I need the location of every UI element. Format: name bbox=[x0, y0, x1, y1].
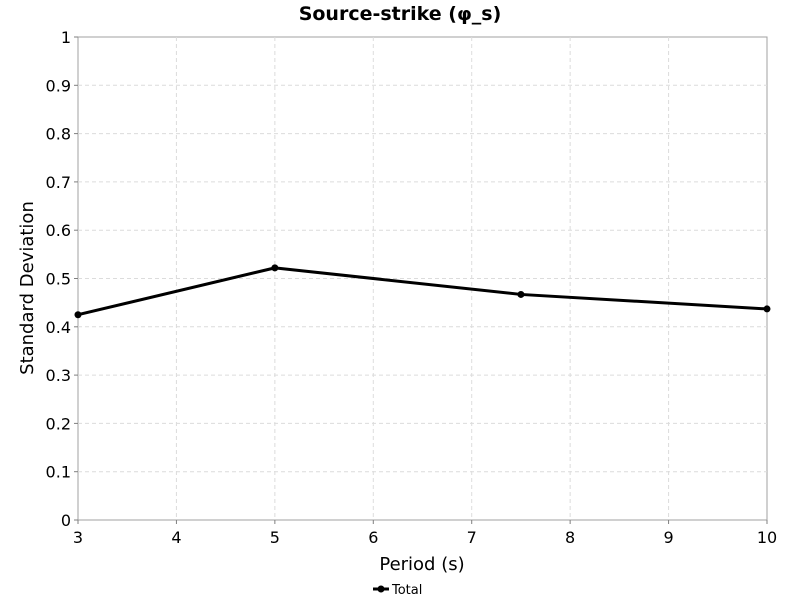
x-tick-label: 3 bbox=[73, 528, 83, 547]
y-tick-label: 0.4 bbox=[46, 318, 71, 337]
data-point bbox=[271, 264, 279, 272]
chart-title: Source-strike (φ_s) bbox=[299, 3, 502, 25]
x-tick-label: 9 bbox=[663, 528, 673, 547]
data-point bbox=[763, 305, 771, 313]
legend-label-total: Total bbox=[391, 583, 422, 598]
y-axis-label: Standard Deviation bbox=[17, 201, 38, 375]
grid-lines bbox=[78, 37, 767, 520]
x-tick-label: 5 bbox=[270, 528, 280, 547]
legend: Total bbox=[373, 583, 422, 598]
y-tick-label: 1 bbox=[61, 28, 71, 47]
series-layer bbox=[74, 264, 771, 319]
x-axis-label: Period (s) bbox=[379, 554, 464, 575]
y-tick-label: 0.8 bbox=[46, 125, 71, 144]
y-tick-label: 0.3 bbox=[46, 366, 71, 385]
x-tick-label: 4 bbox=[171, 528, 181, 547]
y-tick-label: 0.2 bbox=[46, 414, 71, 433]
data-point bbox=[517, 290, 525, 298]
legend-marker-total bbox=[377, 585, 385, 593]
y-tick-label: 0.9 bbox=[46, 76, 71, 95]
y-axis: 0 0.1 0.2 0.3 0.4 0.5 0.6 0.7 0.8 0.9 1 bbox=[46, 28, 78, 530]
y-tick-label: 0 bbox=[61, 511, 71, 530]
x-tick-label: 6 bbox=[368, 528, 378, 547]
x-tick-label: 8 bbox=[565, 528, 575, 547]
x-tick-label: 10 bbox=[757, 528, 777, 547]
y-tick-label: 0.5 bbox=[46, 270, 71, 289]
x-axis: 3 4 5 6 7 8 9 10 bbox=[73, 520, 777, 547]
y-tick-label: 0.6 bbox=[46, 221, 71, 240]
x-tick-label: 7 bbox=[467, 528, 477, 547]
data-point bbox=[74, 311, 82, 319]
series-line-0 bbox=[77, 266, 768, 317]
y-tick-label: 0.7 bbox=[46, 173, 71, 192]
y-tick-label: 0.1 bbox=[46, 463, 71, 482]
